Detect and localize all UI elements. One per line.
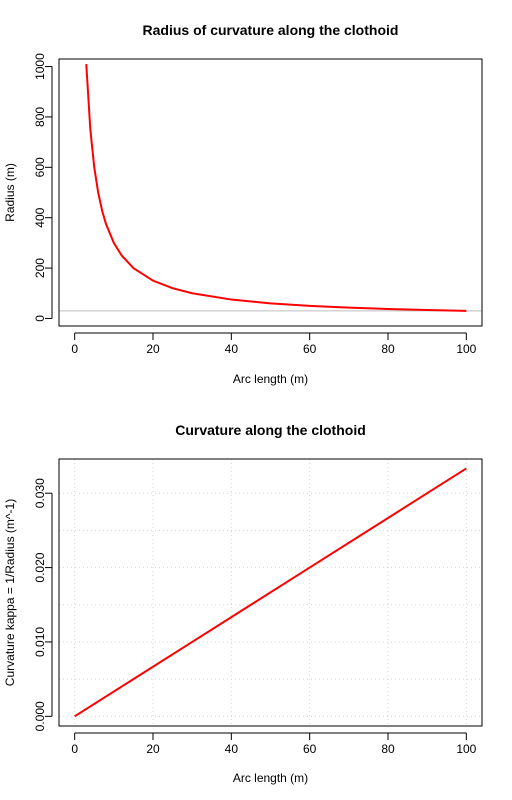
x-tick-label-2: 40 bbox=[225, 342, 239, 356]
plot-frame bbox=[58, 458, 483, 727]
chart-title: Radius of curvature along the clothoid bbox=[143, 22, 399, 38]
y-axis-label: Radius (m) bbox=[3, 163, 17, 222]
y-tick-label-3: 600 bbox=[33, 157, 47, 177]
y-axis-label: Curvature kappa = 1/Radius (m^-1) bbox=[3, 499, 17, 686]
y-tick-label-5: 1000 bbox=[33, 53, 47, 80]
x-tick-label-2: 40 bbox=[225, 742, 239, 756]
x-tick-label-3: 60 bbox=[303, 342, 317, 356]
y-tick-label-2: 0.020 bbox=[33, 552, 47, 582]
x-tick-label-0: 0 bbox=[71, 342, 78, 356]
y-tick-label-0: 0 bbox=[33, 315, 47, 322]
plot-frame bbox=[58, 58, 483, 327]
y-axis: 0.000 0.010 0.020 0.030 bbox=[33, 478, 53, 731]
x-axis-label: Arc length (m) bbox=[233, 372, 308, 386]
series-line-1 bbox=[85, 63, 467, 312]
y-axis: 0 200 400 600 800 1000 bbox=[33, 53, 53, 322]
x-axis: 0 20 40 60 80 100 bbox=[71, 332, 477, 356]
chart-title: Curvature along the clothoid bbox=[175, 422, 366, 438]
y-tick-label-4: 800 bbox=[33, 107, 47, 127]
x-tick-label-1: 20 bbox=[146, 342, 160, 356]
chart-panel-2: 0 20 40 60 80 100 0.000 0.010 0.020 0.030 Curvatur… bbox=[3, 422, 483, 785]
y-tick-label-2: 400 bbox=[33, 207, 47, 227]
x-axis: 0 20 40 60 80 100 bbox=[71, 732, 477, 756]
x-axis-label: Arc length (m) bbox=[233, 771, 308, 785]
x-tick-label-3: 60 bbox=[303, 742, 317, 756]
y-tick-label-3: 0.030 bbox=[33, 478, 47, 508]
x-tick-label-1: 20 bbox=[146, 742, 160, 756]
x-tick-label-5: 100 bbox=[456, 342, 476, 356]
x-tick-label-4: 80 bbox=[381, 742, 395, 756]
grid-lines bbox=[59, 459, 482, 726]
x-tick-label-5: 100 bbox=[456, 742, 476, 756]
x-tick-label-4: 80 bbox=[381, 342, 395, 356]
y-tick-label-1: 200 bbox=[33, 258, 47, 278]
series-line-1 bbox=[74, 467, 467, 718]
y-tick-label-1: 0.010 bbox=[33, 627, 47, 657]
x-tick-label-0: 0 bbox=[71, 742, 78, 756]
y-tick-label-0: 0.000 bbox=[33, 701, 47, 731]
